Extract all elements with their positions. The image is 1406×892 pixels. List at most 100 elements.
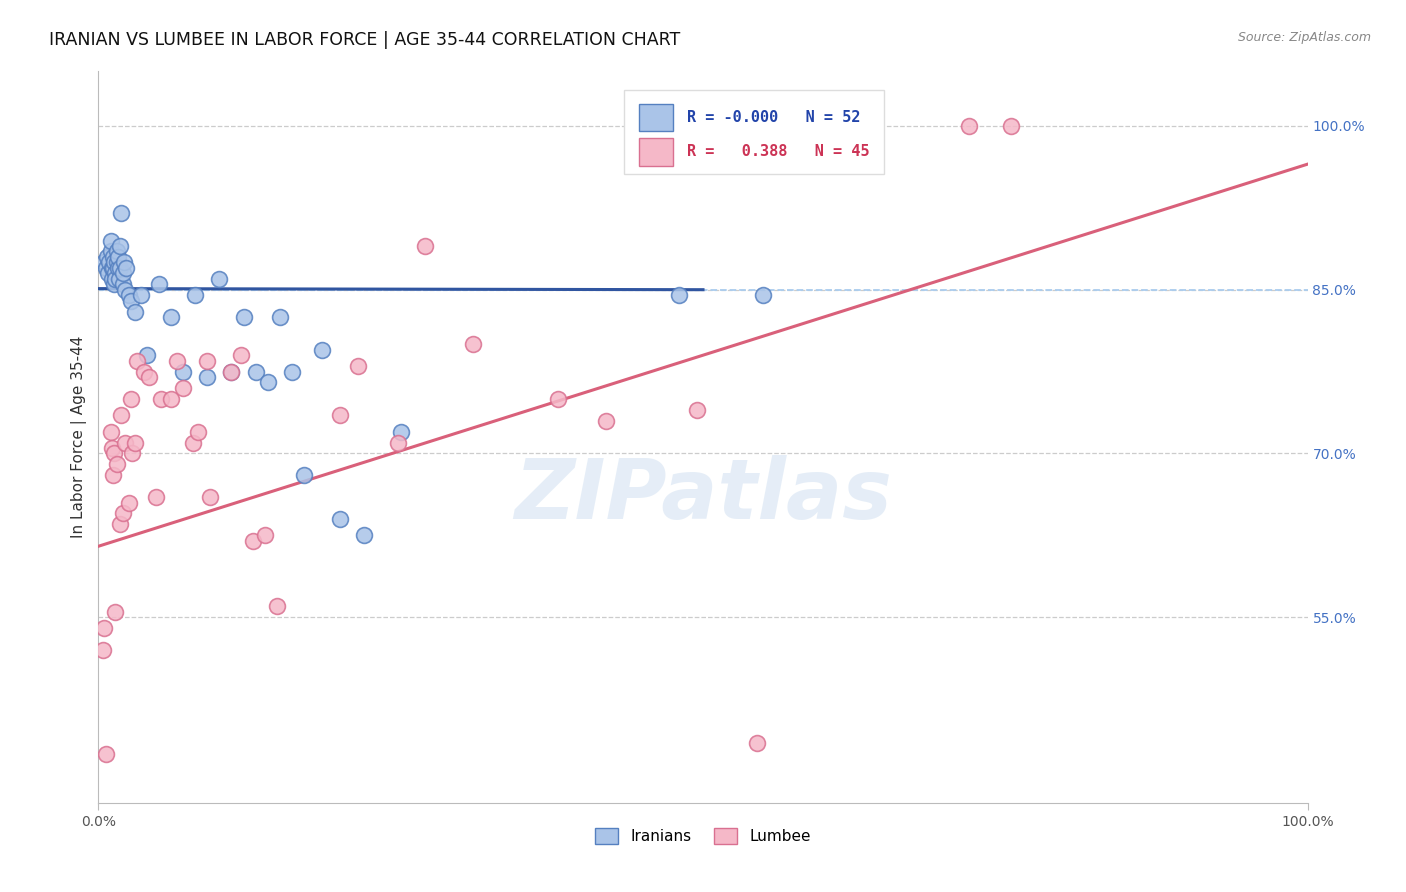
Point [120,293,142,308]
Point [124,304,146,318]
Point [292,468,315,483]
Point [107,250,129,264]
Point [101,468,124,483]
Point [160,392,183,406]
Point [112,255,135,269]
FancyBboxPatch shape [638,138,673,166]
Point [103,255,125,269]
Point [311,343,333,357]
Point [94,747,117,761]
Point [254,528,277,542]
Point [148,277,170,292]
Point [129,288,152,302]
Text: Source: ZipAtlas.com: Source: ZipAtlas.com [1237,31,1371,45]
Y-axis label: In Labor Force | Age 35-44: In Labor Force | Age 35-44 [72,336,87,538]
Point [93,621,115,635]
FancyBboxPatch shape [624,90,884,174]
Legend: Iranians, Lumbee: Iranians, Lumbee [589,822,817,850]
Point [93,255,115,269]
Point [124,435,146,450]
Point [121,446,143,460]
Point [104,272,127,286]
Point [94,260,117,275]
Point [145,490,167,504]
Point [181,435,204,450]
Point [413,239,436,253]
Point [105,244,128,259]
Text: ZIPatlas: ZIPatlas [515,455,891,536]
Point [229,348,252,362]
Point [104,266,127,280]
Point [110,409,132,423]
Point [111,507,134,521]
Point [387,435,409,450]
Point [91,643,114,657]
Point [347,359,370,373]
Point [329,512,352,526]
Text: IRANIAN VS LUMBEE IN LABOR FORCE | AGE 35-44 CORRELATION CHART: IRANIAN VS LUMBEE IN LABOR FORCE | AGE 3… [49,31,681,49]
Point [184,288,207,302]
Point [221,365,243,379]
Point [668,288,690,302]
Point [256,376,278,390]
Point [114,435,136,450]
Point [245,365,267,379]
Point [127,353,149,368]
Point [172,381,194,395]
Point [232,310,254,324]
Point [195,370,218,384]
Point [242,533,264,548]
Point [187,425,209,439]
Point [198,490,221,504]
Point [108,272,131,286]
Point [118,495,141,509]
Point [389,425,412,439]
Point [547,392,569,406]
Point [100,260,122,275]
Point [115,260,138,275]
Point [134,365,156,379]
Point [353,528,375,542]
Point [269,310,291,324]
Point [108,517,131,532]
Point [107,260,129,275]
FancyBboxPatch shape [638,103,673,131]
Point [172,365,194,379]
Point [221,365,243,379]
Point [120,392,142,406]
Point [150,392,173,406]
Point [100,425,122,439]
Point [329,409,352,423]
Text: R = -0.000   N = 52: R = -0.000 N = 52 [688,110,860,125]
Point [135,348,157,362]
Point [266,599,288,614]
Point [111,277,134,292]
Point [108,260,131,275]
Point [100,441,122,455]
Point [100,234,122,248]
Point [101,250,124,264]
Point [957,119,980,133]
Point [747,736,769,750]
Point [103,277,125,292]
Point [103,446,125,460]
Point [463,337,485,351]
Point [104,605,127,619]
Point [595,414,617,428]
Point [100,244,122,259]
Point [195,353,218,368]
Point [101,260,124,275]
Point [1000,119,1022,133]
Point [97,266,120,280]
Point [105,255,128,269]
Point [160,310,183,324]
Point [166,353,188,368]
Point [138,370,160,384]
Point [111,266,134,280]
Point [98,255,121,269]
Point [118,288,141,302]
Text: R =   0.388   N = 45: R = 0.388 N = 45 [688,145,870,160]
Point [114,283,136,297]
Point [108,239,131,253]
Point [96,250,118,264]
